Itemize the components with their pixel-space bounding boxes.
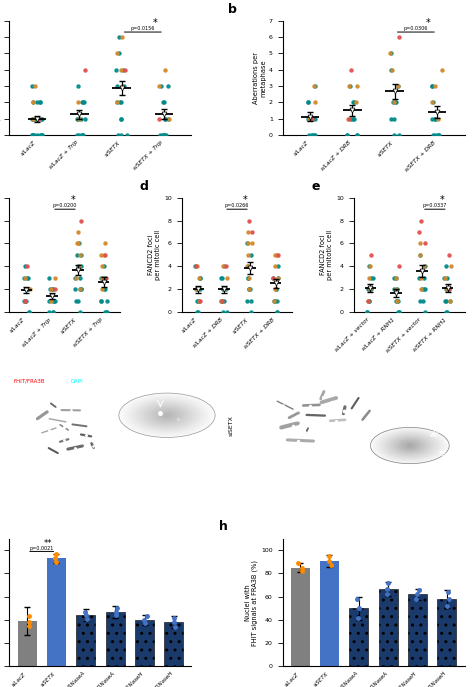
Text: FHIT/FRA3B: FHIT/FRA3B	[14, 379, 46, 384]
Circle shape	[403, 442, 416, 449]
Text: p=0.0156: p=0.0156	[131, 26, 155, 31]
Text: p=0.0021: p=0.0021	[29, 546, 54, 552]
Bar	[135, 620, 154, 666]
Y-axis label: Nuclei with
FHIT signals at FRA3B (%): Nuclei with FHIT signals at FRA3B (%)	[245, 559, 258, 646]
Circle shape	[406, 444, 414, 447]
Bar	[408, 594, 427, 666]
Bar	[291, 567, 310, 666]
Bar	[76, 616, 95, 666]
Circle shape	[408, 444, 412, 447]
Circle shape	[401, 442, 418, 449]
Text: d: d	[139, 180, 148, 193]
Text: b: b	[228, 3, 237, 16]
Bar	[18, 621, 36, 666]
Text: siSETX: siSETX	[228, 415, 233, 436]
Text: DAPI: DAPI	[71, 379, 83, 384]
Text: p=0.0306: p=0.0306	[404, 26, 428, 31]
Text: p=0.0200: p=0.0200	[53, 203, 77, 208]
Bar	[164, 622, 183, 666]
Text: p=0.0266: p=0.0266	[225, 203, 249, 208]
Circle shape	[162, 413, 172, 418]
Text: p=0.0337: p=0.0337	[423, 203, 447, 208]
Bar	[349, 608, 368, 666]
Text: e: e	[311, 180, 320, 193]
Bar	[379, 589, 398, 666]
Y-axis label: Aberrations per
metaphase: Aberrations per metaphase	[253, 52, 266, 104]
Text: h: h	[219, 519, 228, 532]
Text: 5µm: 5µm	[140, 464, 150, 469]
Bar	[320, 561, 339, 666]
Text: *: *	[242, 195, 247, 205]
Circle shape	[164, 414, 170, 416]
Y-axis label: FANCD2 foci
per mitotic cell: FANCD2 foci per mitotic cell	[148, 230, 161, 280]
Text: *: *	[153, 18, 158, 28]
Bar	[106, 612, 125, 666]
Text: **: **	[44, 539, 52, 548]
Y-axis label: FANCD2 foci
per mitotic cell: FANCD2 foci per mitotic cell	[320, 230, 333, 280]
Text: *: *	[440, 195, 445, 205]
Circle shape	[159, 412, 174, 419]
Bar	[47, 559, 66, 666]
Text: *: *	[426, 18, 431, 28]
Bar	[438, 599, 456, 666]
Text: *: *	[70, 195, 75, 205]
Circle shape	[157, 411, 177, 420]
